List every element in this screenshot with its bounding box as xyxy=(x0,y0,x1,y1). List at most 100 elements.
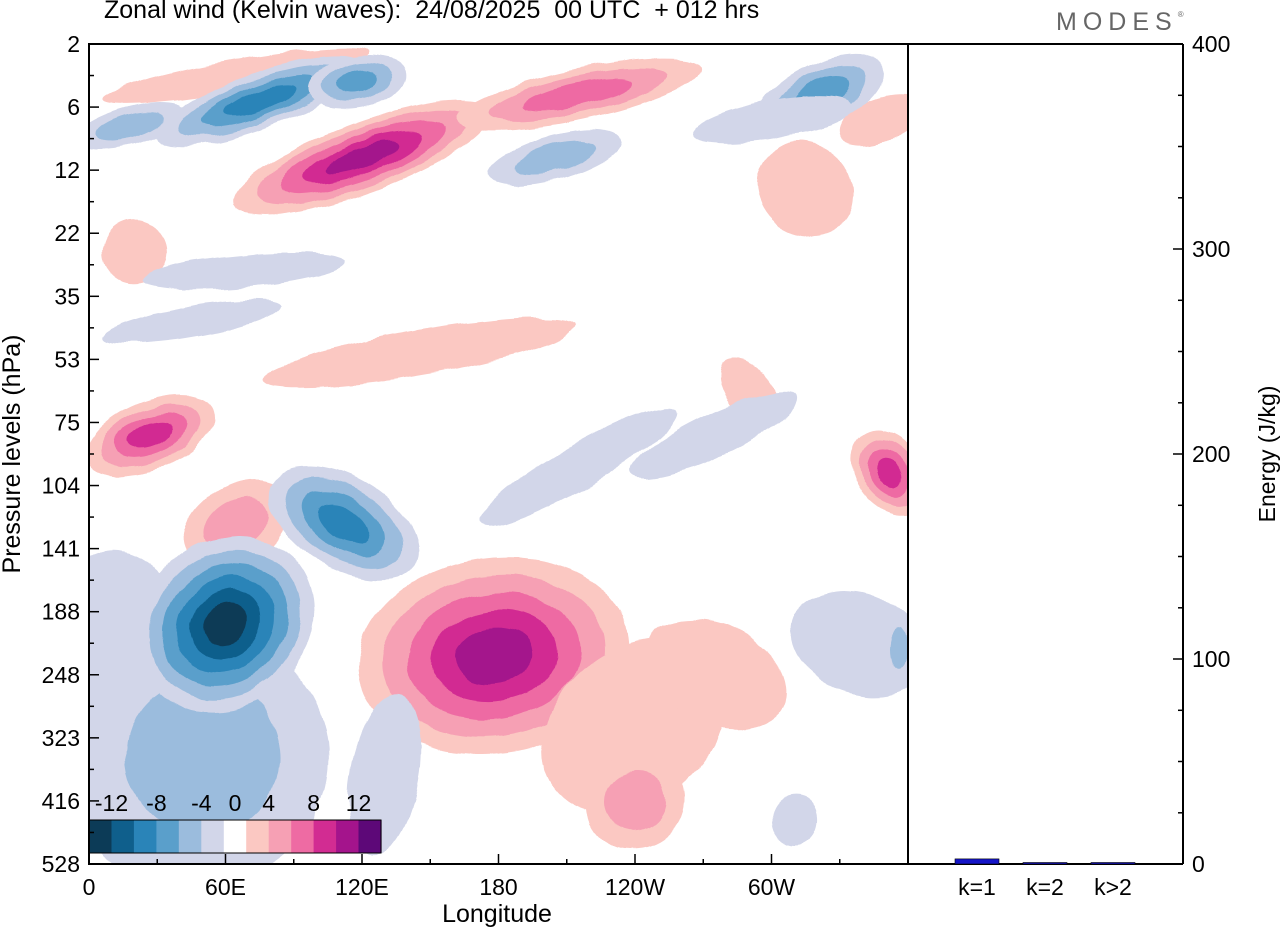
negative-region xyxy=(693,96,850,143)
positive-region xyxy=(89,393,216,477)
contour-level xyxy=(141,253,346,290)
negative-region xyxy=(307,55,407,109)
negative-region xyxy=(771,794,818,845)
colorbar-swatch xyxy=(156,820,180,853)
x-tick-label: 0 xyxy=(83,874,96,900)
energy-category-label: k=2 xyxy=(1026,874,1064,900)
y-tick-label: 35 xyxy=(54,283,80,309)
energy-y-tick-label: 200 xyxy=(1192,441,1230,467)
negative-region xyxy=(135,536,316,713)
negative-region xyxy=(269,466,419,581)
contour-level xyxy=(642,619,787,731)
colorbar-swatch xyxy=(111,820,135,853)
negative-region xyxy=(141,253,346,290)
positive-region xyxy=(261,317,576,389)
positive-region xyxy=(233,100,491,215)
energy-category-label: k>2 xyxy=(1094,874,1132,900)
x-axis-label: Longitude xyxy=(442,900,552,928)
contour-level xyxy=(771,794,818,845)
y-tick-label: 22 xyxy=(54,220,80,246)
colorbar-swatch xyxy=(313,820,337,853)
colorbar-swatch xyxy=(89,820,113,853)
colorbar-swatch xyxy=(268,820,292,853)
positive-region xyxy=(455,58,701,131)
y-tick-label: 528 xyxy=(42,851,80,877)
negative-region xyxy=(885,618,908,681)
y-tick-label: 416 xyxy=(42,788,80,814)
energy-bar xyxy=(954,858,1000,865)
contour-level xyxy=(325,141,399,174)
x-tick-label: 120W xyxy=(605,874,665,900)
colorbar-labels: -12 -8 -4 0 4 8 12 xyxy=(95,790,371,816)
chart-title: Zonal wind (Kelvin waves): 24/08/2025 00… xyxy=(104,0,760,24)
colorbar-swatch xyxy=(336,820,360,853)
contour-level xyxy=(348,694,422,857)
contour-level xyxy=(890,630,908,669)
y-tick-label: 323 xyxy=(42,725,80,751)
positive-region xyxy=(850,429,908,517)
contour-level xyxy=(95,111,164,141)
energy-bar-chart: k=1 k=2 k>2 0 100 200 300 400 Energy (J/kg) xyxy=(908,31,1280,900)
contour-level xyxy=(203,602,248,646)
colorbar-label: 8 xyxy=(307,790,320,816)
contour-level xyxy=(514,140,597,175)
positive-region xyxy=(585,753,685,849)
colorbar-swatch xyxy=(178,820,202,853)
x-tick-label: 60E xyxy=(205,874,246,900)
y-axis-label: Pressure levels (hPa) xyxy=(0,335,26,574)
contour-level xyxy=(335,70,380,94)
registered-mark: ® xyxy=(1177,10,1184,19)
negative-region xyxy=(348,694,422,857)
positive-region xyxy=(102,220,167,284)
colorbar-swatch xyxy=(201,820,225,853)
contour-level xyxy=(101,299,282,344)
negative-region xyxy=(89,102,186,150)
colorbar-label: 4 xyxy=(262,790,275,816)
contour-fill-layer xyxy=(89,47,908,864)
colorbar-swatch xyxy=(358,820,382,853)
negative-region xyxy=(790,590,908,696)
x-tick-label: 120E xyxy=(335,874,389,900)
y-tick-label: 248 xyxy=(42,662,80,688)
x-tick-label: 60W xyxy=(748,874,796,900)
y-axis: 2 6 12 22 35 53 75 104 141 188 248 323 416 528 xyxy=(42,31,99,877)
negative-region xyxy=(478,406,678,527)
negative-region xyxy=(156,54,363,147)
x-axis: 0 60E 120E 180 120W 60W xyxy=(83,854,909,900)
colorbar-swatch xyxy=(223,820,247,853)
colorbar-label: -4 xyxy=(191,790,212,816)
y-tick-label: 12 xyxy=(54,157,80,183)
energy-y-tick-label: 0 xyxy=(1192,851,1205,877)
positive-region xyxy=(642,619,787,731)
contour-level xyxy=(204,496,270,551)
colorbar-swatch xyxy=(291,820,315,853)
energy-y-axis: 0 100 200 300 400 xyxy=(1173,31,1230,877)
negative-region xyxy=(101,299,282,344)
colorbar-label: -8 xyxy=(146,790,166,816)
energy-bars: k=1 k=2 k>2 xyxy=(954,858,1136,900)
contour-level xyxy=(261,317,576,389)
x-tick-label: 180 xyxy=(479,874,517,900)
contour-level xyxy=(631,391,798,479)
colorbar-swatch xyxy=(133,820,157,853)
colorbar-swatch xyxy=(246,820,270,853)
contour-level xyxy=(693,96,850,143)
contour-level xyxy=(604,771,666,831)
contour-level xyxy=(523,78,633,111)
contour-level xyxy=(127,420,173,450)
logo-text: MODES xyxy=(1056,8,1178,36)
energy-category-label: k=1 xyxy=(958,874,996,900)
colorbar-label: 12 xyxy=(346,790,372,816)
y-tick-label: 104 xyxy=(42,473,81,499)
contour-level xyxy=(102,220,167,284)
y-tick-label: 6 xyxy=(67,94,80,120)
y-tick-label: 141 xyxy=(42,536,80,562)
contour-level xyxy=(455,627,533,684)
positive-region xyxy=(757,141,855,237)
contour-level xyxy=(876,457,904,489)
colorbar-swatches xyxy=(89,820,382,853)
positive-anomaly-regions xyxy=(89,47,908,864)
modes-logo: MODES® xyxy=(1056,8,1184,37)
energy-y-tick-label: 100 xyxy=(1192,646,1230,672)
